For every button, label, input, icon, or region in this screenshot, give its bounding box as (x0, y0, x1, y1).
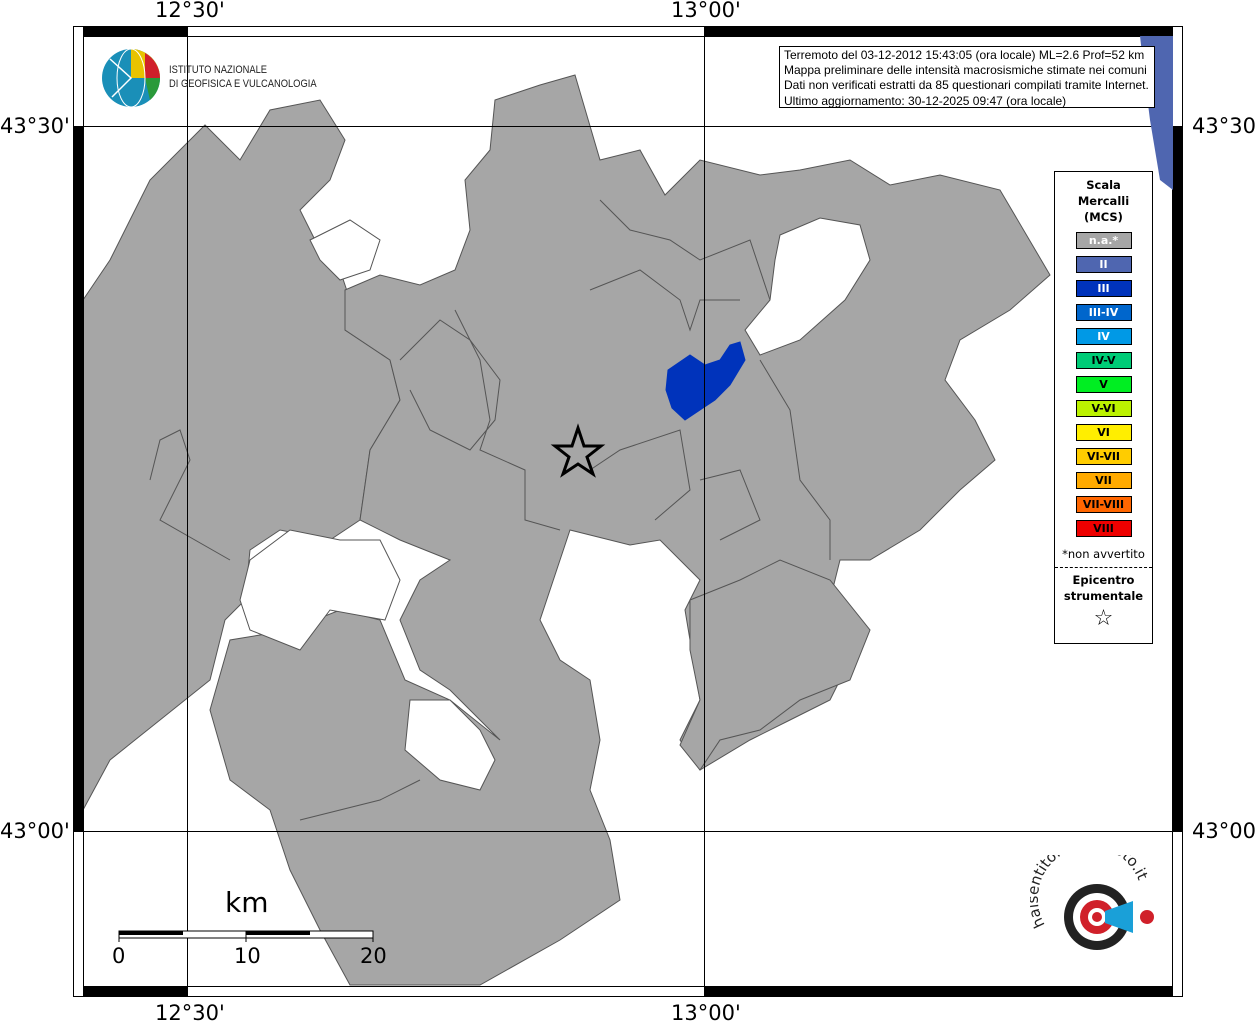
legend-divider (1055, 567, 1152, 568)
map-frame-outer (73, 26, 1183, 997)
legend-swatch-ii: II (1075, 256, 1132, 273)
legend-note: *non avvertito (1062, 547, 1145, 561)
scale-unit: km (225, 886, 269, 919)
epicenter-star (550, 423, 606, 478)
lon-label-bottom-1300: 13°00' (671, 1001, 741, 1025)
internal-borders (149, 199, 831, 821)
lat-label-right-4300: 43°00' (1192, 819, 1256, 843)
legend-title: Scala Mercalli (MCS) (1055, 177, 1152, 225)
info-line-map: Mappa preliminare delle intensità macros… (784, 63, 1147, 78)
legend-title-2: Mercalli (1077, 194, 1130, 208)
event-info-box: Terremoto del 03-12-2012 15:43:05 (ora l… (779, 46, 1155, 108)
legend-swatch-vi-vii: VI-VII (1075, 448, 1132, 465)
legend-swatch-v: V (1075, 376, 1132, 393)
scale-tick-10: 10 (234, 944, 261, 968)
graticule (73, 26, 1183, 997)
legend-epicenter-1: Epicentro (1072, 573, 1135, 587)
legend-swatch-viii: VIII (1075, 520, 1132, 537)
legend-star-icon: ☆ (1093, 606, 1114, 631)
legend-swatch-iii: III (1075, 280, 1132, 297)
info-line-data: Dati non verificati estratti da 85 quest… (784, 78, 1149, 93)
gap-west (239, 529, 401, 651)
lake-area (744, 217, 871, 356)
legend-epicenter-title: Epicentro strumentale (1055, 572, 1152, 604)
municipalities (82, 74, 1051, 986)
legend-title-3: (MCS) (1084, 210, 1123, 224)
legend-title-1: Scala (1086, 178, 1121, 192)
legend-swatch-vi: VI (1075, 424, 1132, 441)
white-areas (239, 217, 871, 791)
lon-label-top-1230: 12°30' (155, 0, 225, 22)
lon-label-bottom-1230: 12°30' (155, 1001, 225, 1025)
legend-swatch-iv-v: IV-V (1075, 352, 1132, 369)
info-line-event: Terremoto del 03-12-2012 15:43:05 (ora l… (784, 48, 1145, 62)
municipality-south-east (679, 559, 871, 771)
ingv-line1: ISTITUTO NAZIONALE (169, 64, 268, 76)
legend-swatches: n.a.* II III III-IV IV IV-V V V-VI VI VI-VII VII VI… (1055, 232, 1152, 537)
gap-north (309, 219, 381, 281)
lat-label-right-4330: 43°30' (1192, 114, 1256, 138)
scale-bar (118, 930, 374, 942)
ingv-logo-text: ISTITUTO NAZIONALE DI GEOFISICA E VULCAN… (169, 63, 317, 91)
frame-ticks (74, 27, 1182, 996)
legend-swatch-vii-viii: VII-VIII (1075, 496, 1132, 513)
legend-swatch-iii-iv: III-IV (1075, 304, 1132, 321)
ingv-line2: DI GEOFISICA E VULCANOLOGIA (169, 78, 317, 90)
map-frame-inner (83, 36, 1173, 987)
ingv-globe-logo (102, 48, 161, 108)
legend-swatch-iv: IV (1075, 328, 1132, 345)
mcs-legend: Scala Mercalli (MCS) n.a.* II III III-IV IV I… (1054, 171, 1153, 644)
scale-tick-0: 0 (112, 944, 126, 968)
lat-label-left-4300: 43°00' (0, 819, 70, 843)
municipality-intensity-III (665, 341, 746, 421)
legend-swatch-na: n.a.* (1075, 232, 1132, 249)
info-line-update: Ultimo aggiornamento: 30-12-2025 09:47 (… (784, 93, 1067, 108)
legend-swatch-v-vi: V-VI (1075, 400, 1132, 417)
lat-label-left-4330: 43°30' (0, 114, 70, 138)
scale-tick-20: 20 (360, 944, 387, 968)
legend-epicenter-2: strumentale (1063, 589, 1144, 603)
haisentito-logo: haisentitoilterremoto.it (1030, 855, 1154, 950)
lon-label-top-1300: 13°00' (671, 0, 741, 22)
legend-swatch-vii: VII (1075, 472, 1132, 489)
gap-south (404, 699, 496, 791)
